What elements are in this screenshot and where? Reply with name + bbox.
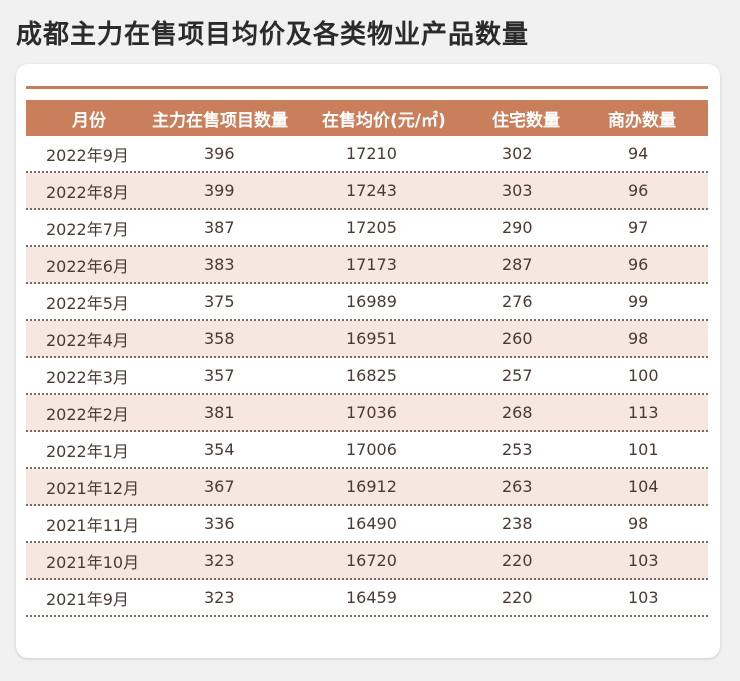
- cell-residential-count: 290: [502, 218, 533, 237]
- top-divider: [26, 86, 708, 89]
- cell-commercial-count: 99: [628, 292, 649, 311]
- table-row: 2021年11月 336 16490 238 98: [26, 506, 708, 543]
- table-row: 2022年9月 396 17210 302 94: [26, 136, 708, 173]
- data-table: 月份 主力在售项目数量 在售均价(元/㎡) 住宅数量 商办数量 2022年9月 3…: [26, 100, 708, 617]
- cell-avg-price: 16951: [346, 329, 397, 348]
- cell-month: 2022年2月: [46, 404, 129, 424]
- cell-project-count: 375: [204, 292, 235, 311]
- cell-month: 2021年12月: [46, 478, 140, 498]
- cell-month: 2022年7月: [46, 219, 129, 239]
- cell-project-count: 336: [204, 514, 235, 533]
- table-row: 2022年3月 357 16825 257 100: [26, 358, 708, 395]
- table-row: 2022年7月 387 17205 290 97: [26, 210, 708, 247]
- cell-residential-count: 253: [502, 440, 533, 459]
- cell-commercial-count: 103: [628, 588, 659, 607]
- table-row: 2022年5月 375 16989 276 99: [26, 284, 708, 321]
- table-row: 2022年4月 358 16951 260 98: [26, 321, 708, 358]
- cell-avg-price: 17243: [346, 181, 397, 200]
- table-row: 2021年12月 367 16912 263 104: [26, 469, 708, 506]
- cell-commercial-count: 104: [628, 477, 659, 496]
- cell-month: 2022年3月: [46, 367, 129, 387]
- header-project-count: 主力在售项目数量: [152, 110, 288, 131]
- cell-project-count: 367: [204, 477, 235, 496]
- cell-month: 2022年6月: [46, 256, 129, 276]
- cell-project-count: 396: [204, 144, 235, 163]
- cell-commercial-count: 97: [628, 218, 649, 237]
- cell-residential-count: 276: [502, 292, 533, 311]
- cell-month: 2021年11月: [46, 515, 140, 535]
- cell-avg-price: 17173: [346, 255, 397, 274]
- cell-avg-price: 16490: [346, 514, 397, 533]
- cell-residential-count: 287: [502, 255, 533, 274]
- cell-residential-count: 302: [502, 144, 533, 163]
- cell-month: 2022年4月: [46, 330, 129, 350]
- cell-residential-count: 263: [502, 477, 533, 496]
- cell-avg-price: 17036: [346, 403, 397, 422]
- cell-commercial-count: 96: [628, 181, 649, 200]
- cell-residential-count: 260: [502, 329, 533, 348]
- cell-project-count: 357: [204, 366, 235, 385]
- cell-project-count: 387: [204, 218, 235, 237]
- cell-commercial-count: 113: [628, 403, 659, 422]
- cell-avg-price: 17205: [346, 218, 397, 237]
- header-residential-count: 住宅数量: [492, 110, 560, 131]
- cell-commercial-count: 103: [628, 551, 659, 570]
- cell-residential-count: 257: [502, 366, 533, 385]
- cell-project-count: 358: [204, 329, 235, 348]
- cell-month: 2021年9月: [46, 589, 129, 609]
- cell-avg-price: 16459: [346, 588, 397, 607]
- cell-avg-price: 16720: [346, 551, 397, 570]
- cell-residential-count: 268: [502, 403, 533, 422]
- page-title: 成都主力在售项目均价及各类物业产品数量: [16, 20, 530, 50]
- cell-month: 2022年8月: [46, 182, 129, 202]
- cell-month: 2021年10月: [46, 552, 140, 572]
- cell-project-count: 323: [204, 551, 235, 570]
- cell-avg-price: 17210: [346, 144, 397, 163]
- table-card: 月份 主力在售项目数量 在售均价(元/㎡) 住宅数量 商办数量 2022年9月 3…: [16, 64, 720, 658]
- table-row: 2022年6月 383 17173 287 96: [26, 247, 708, 284]
- cell-avg-price: 16989: [346, 292, 397, 311]
- cell-commercial-count: 100: [628, 366, 659, 385]
- header-commercial-count: 商办数量: [608, 110, 676, 131]
- cell-avg-price: 16825: [346, 366, 397, 385]
- cell-avg-price: 17006: [346, 440, 397, 459]
- table-row: 2022年1月 354 17006 253 101: [26, 432, 708, 469]
- cell-commercial-count: 98: [628, 329, 649, 348]
- cell-month: 2022年5月: [46, 293, 129, 313]
- table-body: 2022年9月 396 17210 302 94 2022年8月 399 17243 303 96…: [26, 136, 708, 617]
- cell-project-count: 399: [204, 181, 235, 200]
- cell-project-count: 323: [204, 588, 235, 607]
- cell-residential-count: 220: [502, 588, 533, 607]
- cell-commercial-count: 96: [628, 255, 649, 274]
- cell-residential-count: 303: [502, 181, 533, 200]
- table-row: 2021年9月 323 16459 220 103: [26, 580, 708, 617]
- cell-commercial-count: 101: [628, 440, 659, 459]
- header-month: 月份: [72, 110, 106, 131]
- cell-month: 2022年9月: [46, 145, 129, 165]
- cell-project-count: 354: [204, 440, 235, 459]
- cell-residential-count: 238: [502, 514, 533, 533]
- cell-project-count: 383: [204, 255, 235, 274]
- cell-month: 2022年1月: [46, 441, 129, 461]
- table-header: 月份 主力在售项目数量 在售均价(元/㎡) 住宅数量 商办数量: [26, 100, 708, 136]
- table-row: 2022年2月 381 17036 268 113: [26, 395, 708, 432]
- cell-project-count: 381: [204, 403, 235, 422]
- cell-commercial-count: 98: [628, 514, 649, 533]
- table-row: 2021年10月 323 16720 220 103: [26, 543, 708, 580]
- table-row: 2022年8月 399 17243 303 96: [26, 173, 708, 210]
- cell-residential-count: 220: [502, 551, 533, 570]
- cell-avg-price: 16912: [346, 477, 397, 496]
- cell-commercial-count: 94: [628, 144, 649, 163]
- header-avg-price: 在售均价(元/㎡): [322, 110, 446, 131]
